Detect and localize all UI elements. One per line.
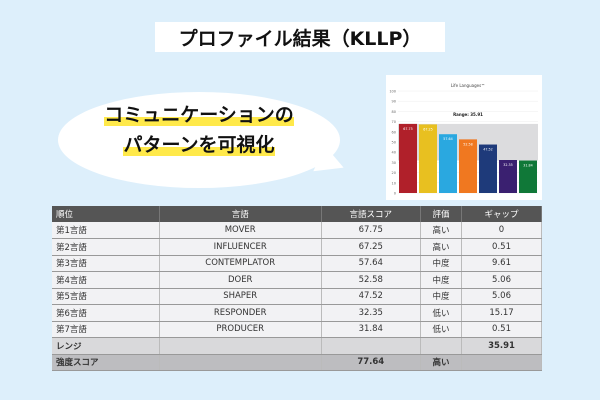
y-tick-label: 40 <box>392 151 396 155</box>
y-tick-label: 100 <box>389 90 396 94</box>
y-tick-label: 30 <box>392 161 396 165</box>
table-cell: INFLUENCER <box>159 238 322 256</box>
table-row: 第7言語 PRODUCER 31.84 低い 0.51 <box>52 321 542 338</box>
table-cell: 第1言語 <box>52 222 160 239</box>
table-cell: 47.52 <box>321 288 421 305</box>
bar-value-label: 67.75 <box>403 127 412 131</box>
bar-value-label: 52.58 <box>463 142 472 146</box>
y-tick-label: 70 <box>392 120 396 124</box>
bar-producer <box>519 160 537 193</box>
table-cell: 31.84 <box>321 321 421 338</box>
table-cell: 第7言語 <box>52 321 160 338</box>
bar-chart: 0 10 20 30 40 50 60 70 80 90 100 Life Languages™ Ran… <box>386 75 542 200</box>
page-title: プロファイル結果（KLLP） <box>155 22 445 52</box>
column-header: ギャップ <box>461 206 542 222</box>
table-cell: 35.91 <box>461 337 542 355</box>
column-header: 言語 <box>159 206 322 222</box>
table-cell: PRODUCER <box>159 321 322 338</box>
y-tick-label: 50 <box>392 141 396 145</box>
y-tick-label: 60 <box>392 130 396 134</box>
table-cell: 高い <box>420 222 463 239</box>
table-cell: 第5言語 <box>52 288 160 305</box>
table-row: 第2言語 INFLUENCER 67.25 高い 0.51 <box>52 238 542 256</box>
table-cell: 0 <box>461 222 542 239</box>
y-tick-label: 80 <box>392 110 396 114</box>
table-cell: 中度 <box>420 271 463 289</box>
table-cell: 高い <box>420 238 463 256</box>
y-tick-label: 0 <box>394 192 396 196</box>
strength-row: 強度スコア 77.64 高い <box>52 354 542 371</box>
table-cell: 第4言語 <box>52 271 160 289</box>
table-cell: 中度 <box>420 288 463 305</box>
table-cell: 5.06 <box>461 271 542 289</box>
bar-influencer <box>419 124 437 193</box>
table-row: 第3言語 CONTEMPLATOR 57.64 中度 9.61 <box>52 255 542 272</box>
y-tick-label: 90 <box>392 100 396 104</box>
table-cell: 低い <box>420 304 463 322</box>
table-cell: 第3言語 <box>52 255 160 272</box>
table-row: 第4言語 DOER 52.58 中度 5.06 <box>52 271 542 289</box>
bar-contemplator <box>439 134 457 193</box>
table-row: 第6言語 RESPONDER 32.35 低い 15.17 <box>52 304 542 322</box>
table-header-row: 順位 言語 言語スコア 評価 ギャップ <box>52 206 542 222</box>
bar-value-label: 67.25 <box>423 127 432 131</box>
table-cell: 強度スコア <box>52 354 160 371</box>
table-cell: 0.51 <box>461 321 542 338</box>
table-cell <box>321 337 421 355</box>
table-row: 第1言語 MOVER 67.75 高い 0 <box>52 222 542 239</box>
table-cell: DOER <box>159 271 322 289</box>
table-cell: 67.75 <box>321 222 421 239</box>
table-cell: 57.64 <box>321 255 421 272</box>
table-cell <box>461 354 542 371</box>
chart-svg: 0 10 20 30 40 50 60 70 80 90 100 Life Languages™ Ran… <box>389 83 538 196</box>
table-cell: CONTEMPLATOR <box>159 255 322 272</box>
table-cell: 0.51 <box>461 238 542 256</box>
bubble-line-2: パターンを可視化 <box>123 134 275 156</box>
column-header: 評価 <box>420 206 463 222</box>
bubble-text: コミュニケーションの パターンを可視化 <box>58 100 340 160</box>
table-cell: 5.06 <box>461 288 542 305</box>
bubble-line-1: コミュニケーションの <box>104 104 294 126</box>
table-cell: 9.61 <box>461 255 542 272</box>
table-cell: MOVER <box>159 222 322 239</box>
table-cell <box>159 337 322 355</box>
bar-value-label: 47.52 <box>483 148 492 152</box>
table-cell: 低い <box>420 321 463 338</box>
table-cell: 第6言語 <box>52 304 160 322</box>
table-cell: 第2言語 <box>52 238 160 256</box>
table-row: 第5言語 SHAPER 47.52 中度 5.06 <box>52 288 542 305</box>
y-tick-label: 20 <box>392 171 396 175</box>
column-header: 言語スコア <box>321 206 421 222</box>
bar-value-label: 32.35 <box>503 163 512 167</box>
bar-value-label: 57.64 <box>443 137 452 141</box>
table-cell: RESPONDER <box>159 304 322 322</box>
table-cell: 52.58 <box>321 271 421 289</box>
table-cell: 中度 <box>420 255 463 272</box>
table-cell: レンジ <box>52 337 160 355</box>
table-cell <box>159 354 322 371</box>
table-cell: 15.17 <box>461 304 542 322</box>
y-tick-label: 10 <box>392 181 396 185</box>
table-cell <box>420 337 463 355</box>
table-cell: 高い <box>420 354 463 371</box>
table-cell: 32.35 <box>321 304 421 322</box>
bar-doer <box>459 139 477 193</box>
table-cell: SHAPER <box>159 288 322 305</box>
bar-responder <box>499 160 517 193</box>
column-header: 順位 <box>52 206 160 222</box>
table-cell: 67.25 <box>321 238 421 256</box>
table-cell: 77.64 <box>321 354 421 371</box>
results-table: 順位 言語 言語スコア 評価 ギャップ 第1言語 MOVER 67.75 高い 0 第2言語 INF… <box>52 206 542 371</box>
bar-value-label: 31.84 <box>523 164 532 168</box>
range-annotation: Range: 35.91 <box>453 112 483 117</box>
bar-shaper <box>479 144 497 193</box>
chart-title: Life Languages™ <box>451 83 485 88</box>
bar-mover <box>399 123 417 193</box>
range-row: レンジ 35.91 <box>52 337 542 355</box>
